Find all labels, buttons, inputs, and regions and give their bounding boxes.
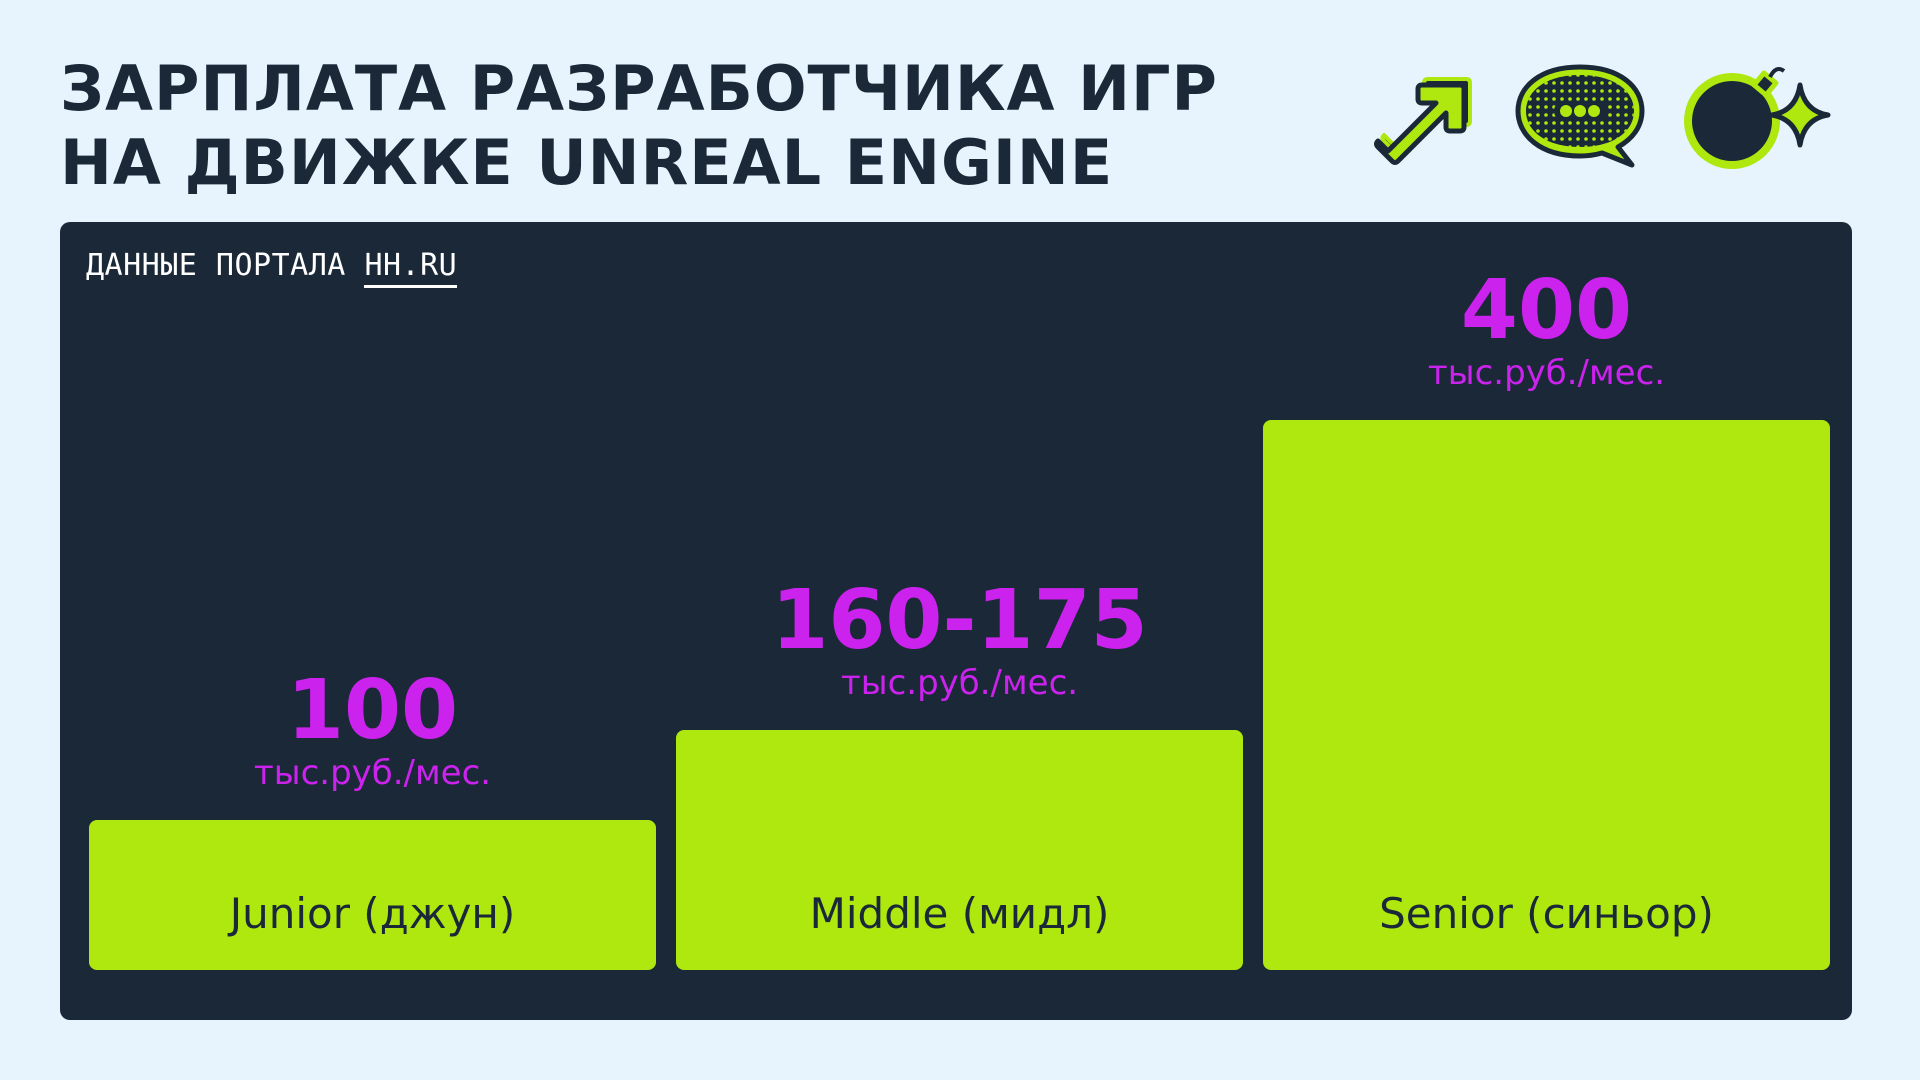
page-title: ЗАРПЛАТА РАЗРАБОТЧИКА ИГР НА ДВИЖКЕ UNRE… [60, 52, 1360, 200]
title-line-1: ЗАРПЛАТА РАЗРАБОТЧИКА ИГР [60, 52, 1218, 125]
arrow-icon [1374, 77, 1472, 165]
unit-label-2: тыс.руб./мес. [841, 663, 1078, 703]
source-prefix: ДАННЫЕ ПОРТАЛА [86, 248, 346, 283]
speech-bubble-icon [1515, 64, 1645, 168]
bomb-sparkle-icon [1684, 67, 1831, 169]
category-label-1: Junior (джун) [227, 889, 516, 938]
title-line-2: НА ДВИЖКЕ UNREAL ENGINE [60, 126, 1114, 199]
unit-label-1: тыс.руб./мес. [254, 753, 491, 793]
category-label-2: Middle (мидл) [810, 889, 1110, 938]
chart-panel: ДАННЫЕ ПОРТАЛА HH.RU Junior (джун) тыс.ру… [60, 222, 1852, 1020]
source-link[interactable]: HH.RU [364, 248, 458, 288]
bar-1 [89, 820, 656, 970]
value-label-1: 100 [287, 663, 458, 758]
category-label-3: Senior (синьор) [1379, 889, 1714, 938]
value-label-2: 160-175 [771, 573, 1147, 668]
decorative-icons [1360, 55, 1860, 175]
bar-3 [1263, 420, 1830, 970]
bar-2 [676, 730, 1243, 970]
value-label-3: 400 [1461, 263, 1632, 358]
unit-label-3: тыс.руб./мес. [1428, 353, 1665, 393]
data-source: ДАННЫЕ ПОРТАЛА HH.RU [86, 248, 458, 288]
